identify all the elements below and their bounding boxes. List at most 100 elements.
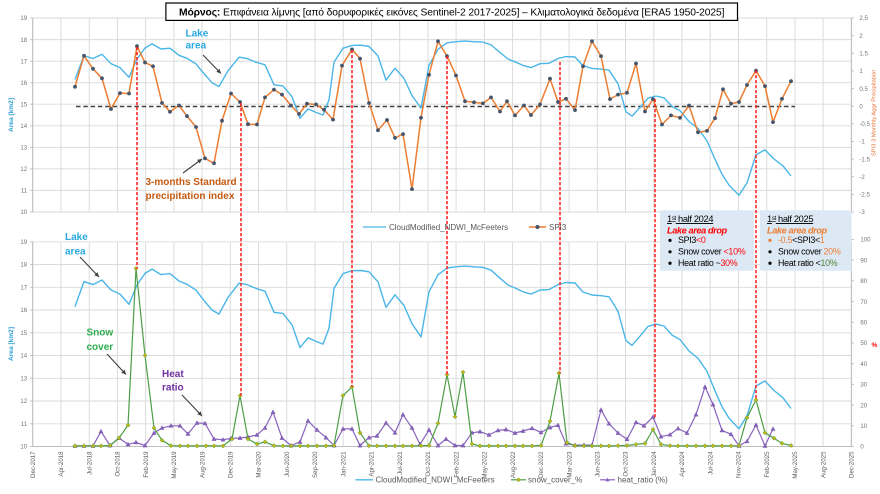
svg-text:ratio: ratio (162, 383, 184, 394)
svg-text:Sep-2020: Sep-2020 (312, 451, 319, 478)
svg-text:11: 11 (21, 188, 28, 195)
svg-text:May-2022: May-2022 (482, 451, 489, 479)
svg-text:Lake: Lake (186, 29, 209, 40)
svg-text:-1.5: -1.5 (859, 156, 870, 163)
svg-text:70: 70 (860, 299, 867, 306)
svg-text:100: 100 (860, 237, 871, 244)
svg-text:CloudModified_NDWI_McFeeters: CloudModified_NDWI_McFeeters (389, 223, 508, 232)
svg-text:SPI3: SPI3 (549, 223, 567, 232)
svg-text:15: 15 (20, 101, 27, 108)
svg-text:Μόρνος: Επιφάνεια λίμνης [από: Μόρνος: Επιφάνεια λίμνης [από δορυφορικέ… (179, 7, 725, 19)
svg-text:Aug-2025: Aug-2025 (820, 451, 827, 478)
svg-text:SPI3 3 Monthly Aggr Precipitat: SPI3 3 Monthly Aggr Precipitation (872, 70, 878, 156)
svg-text:Snow cover <10%: Snow cover <10% (678, 247, 746, 257)
svg-text:Area [km2]: Area [km2] (8, 98, 15, 132)
svg-text:Oct-2023: Oct-2023 (623, 451, 630, 477)
svg-text:19: 19 (20, 239, 27, 246)
svg-text:16: 16 (20, 80, 27, 87)
svg-text:SPI3<0: SPI3<0 (678, 235, 706, 245)
svg-text:Jan-2021: Jan-2021 (340, 451, 347, 477)
svg-text:Nov-2024: Nov-2024 (736, 451, 743, 478)
svg-text:1.5: 1.5 (859, 51, 868, 58)
svg-text:Apr-2018: Apr-2018 (58, 451, 65, 477)
svg-text:Heat: Heat (162, 369, 184, 380)
svg-text:Jul-2024: Jul-2024 (707, 451, 714, 475)
svg-text:0: 0 (859, 103, 863, 110)
svg-text:17: 17 (20, 285, 27, 292)
svg-text:80: 80 (860, 278, 867, 285)
svg-text:Lake area drop: Lake area drop (667, 226, 728, 236)
svg-text:Apr-2021: Apr-2021 (369, 451, 376, 477)
svg-text:18: 18 (20, 262, 27, 269)
svg-text:Heat ratio ~30%: Heat ratio ~30% (678, 258, 738, 268)
svg-text:snow_cover_%: snow_cover_% (528, 476, 582, 485)
svg-text:Dec-2022: Dec-2022 (538, 451, 545, 478)
svg-text:Snow: Snow (87, 328, 114, 339)
svg-text:area: area (186, 41, 207, 52)
svg-text:Area [km2]: Area [km2] (8, 327, 15, 361)
svg-text:Aug-2019: Aug-2019 (199, 451, 206, 478)
svg-text:12: 12 (20, 166, 27, 173)
svg-text:0.5: 0.5 (859, 86, 868, 93)
svg-text:1st half 2025: 1st half 2025 (767, 214, 813, 224)
svg-text:18: 18 (20, 37, 27, 44)
svg-text:-3: -3 (859, 209, 865, 216)
svg-text:12: 12 (20, 398, 27, 405)
svg-text:0: 0 (860, 444, 864, 451)
svg-text:Aug-2022: Aug-2022 (510, 451, 517, 478)
svg-text:16: 16 (20, 307, 27, 314)
svg-text:10: 10 (20, 209, 27, 216)
svg-text:-0.5<SPI3<1: -0.5<SPI3<1 (778, 235, 825, 245)
svg-text:%: % (872, 342, 878, 349)
svg-text:13: 13 (20, 376, 27, 383)
svg-text:50: 50 (860, 340, 867, 347)
svg-text:15: 15 (20, 330, 27, 337)
svg-text:May-2025: May-2025 (792, 451, 799, 479)
svg-text:14: 14 (20, 353, 27, 360)
svg-text:Feb-2025: Feb-2025 (764, 451, 771, 478)
svg-text:Feb-2022: Feb-2022 (453, 451, 460, 478)
svg-text:CloudModified_NDWI_McFeeters: CloudModified_NDWI_McFeeters (376, 476, 495, 485)
svg-text:area: area (65, 246, 86, 257)
svg-text:Jul-2021: Jul-2021 (397, 451, 404, 475)
svg-text:Feb-2019: Feb-2019 (143, 451, 150, 478)
svg-text:19: 19 (20, 15, 27, 22)
svg-text:Dec-2017: Dec-2017 (30, 451, 37, 478)
svg-text:2: 2 (859, 33, 863, 40)
svg-text:-2.5: -2.5 (859, 192, 870, 199)
svg-text:Jun-2020: Jun-2020 (284, 451, 291, 477)
svg-text:Oct-2021: Oct-2021 (425, 451, 432, 477)
svg-text:2.5: 2.5 (859, 15, 868, 22)
svg-text:Lake area drop: Lake area drop (767, 226, 828, 236)
svg-text:20: 20 (860, 402, 867, 409)
svg-text:-2: -2 (859, 174, 865, 181)
svg-text:Oct-2018: Oct-2018 (115, 451, 122, 477)
svg-text:10: 10 (20, 444, 27, 451)
svg-text:Heat ratio <10%: Heat ratio <10% (778, 258, 838, 268)
svg-text:Mar-2020: Mar-2020 (256, 451, 263, 478)
svg-text:Lake: Lake (65, 232, 88, 243)
svg-text:heat_ratio (%): heat_ratio (%) (618, 476, 669, 485)
svg-text:May-2019: May-2019 (171, 451, 178, 479)
svg-text:40: 40 (860, 361, 867, 368)
svg-text:Mar-2023: Mar-2023 (566, 451, 573, 478)
svg-text:14: 14 (20, 123, 27, 130)
svg-text:Jun-2023: Jun-2023 (595, 451, 602, 477)
svg-text:Snow cover 20%: Snow cover 20% (778, 247, 841, 257)
svg-text:1st half 2024: 1st half 2024 (667, 214, 713, 224)
svg-text:17: 17 (20, 58, 27, 65)
svg-text:Jul-2018: Jul-2018 (86, 451, 93, 475)
svg-text:cover: cover (87, 342, 114, 353)
svg-text:precipitation index: precipitation index (146, 191, 235, 202)
svg-text:1: 1 (859, 68, 863, 75)
svg-text:3-months Standard: 3-months Standard (146, 177, 237, 188)
svg-text:-0.5: -0.5 (859, 121, 870, 128)
svg-text:10: 10 (860, 423, 867, 430)
svg-text:Apr-2024: Apr-2024 (679, 451, 686, 477)
svg-text:13: 13 (20, 145, 27, 152)
svg-text:30: 30 (860, 382, 867, 389)
svg-text:-1: -1 (859, 139, 865, 146)
svg-text:Dec-2019: Dec-2019 (228, 451, 235, 478)
svg-text:11: 11 (21, 421, 28, 428)
svg-text:Jan-2024: Jan-2024 (651, 451, 658, 477)
